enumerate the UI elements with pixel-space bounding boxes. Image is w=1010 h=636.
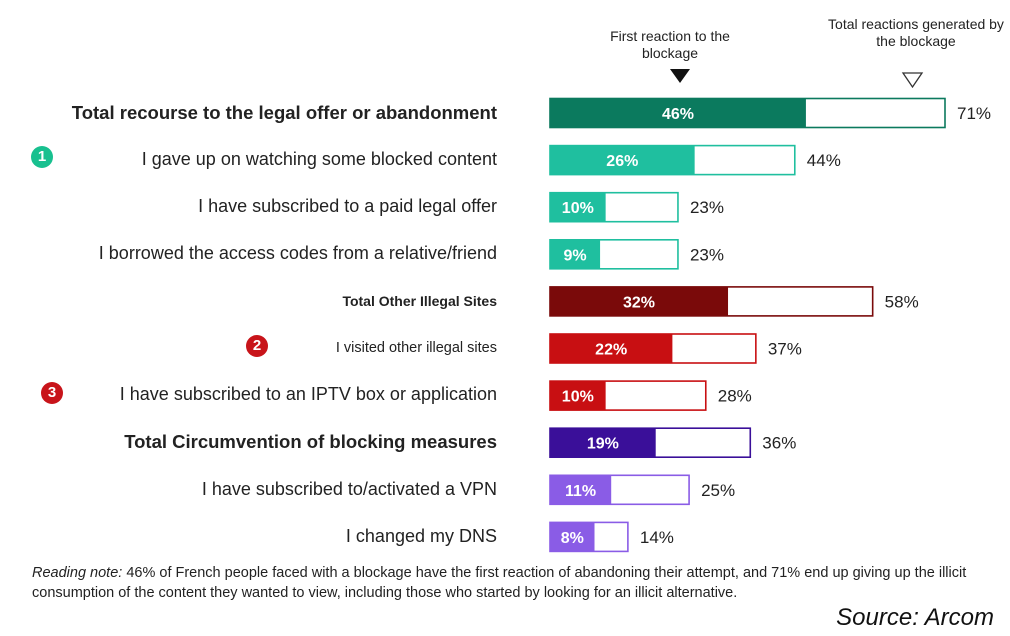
data-label-first: 9%	[563, 247, 586, 264]
chart-svg: 46% 71% 26% 44% 10% 23% 9% 23% 32% 58% 22% 37% 10% 28…	[549, 69, 991, 553]
data-label-first: 8%	[561, 530, 584, 547]
data-label-first: 11%	[565, 483, 596, 500]
bar-first-reaction	[550, 192, 606, 222]
data-label-first: 10%	[562, 389, 594, 406]
data-label-first: 32%	[623, 294, 655, 311]
category-label: Total Other Illegal Sites	[342, 292, 497, 309]
bar-first-reaction	[550, 428, 656, 458]
category-label: Total recourse to the legal offer or aba…	[71, 101, 497, 123]
data-label-total: 28%	[718, 387, 752, 406]
row-number-badge: 3	[41, 381, 63, 404]
data-label-total: 36%	[762, 434, 796, 453]
data-label-total: 58%	[885, 292, 919, 311]
bar-first-reaction	[550, 475, 612, 505]
legend-marker-total	[901, 72, 924, 89]
data-label-total: 23%	[690, 198, 724, 217]
data-label-first: 22%	[595, 342, 627, 359]
reading-note: Reading note: 46% of French people faced…	[32, 563, 997, 603]
data-label-first: 19%	[587, 436, 619, 453]
source-label: Source: Arcom	[836, 604, 994, 631]
category-label: I visited other illegal sites	[335, 339, 497, 356]
data-label-first: 46%	[662, 106, 694, 123]
data-label-total: 23%	[690, 245, 724, 264]
data-label-total: 44%	[807, 151, 841, 170]
bar-first-reaction	[550, 381, 606, 411]
bar-first-reaction	[550, 98, 806, 128]
category-label: I have subscribed to a paid legal offer	[198, 196, 497, 217]
bar-first-reaction	[550, 522, 595, 552]
category-label: I have subscribed to/activated a VPN	[201, 478, 497, 499]
bar-first-reaction	[550, 145, 695, 175]
data-label-total: 71%	[957, 104, 991, 123]
reading-note-prefix: Reading note:	[32, 565, 123, 581]
category-label: I borrowed the access codes from a relat…	[98, 243, 497, 264]
bar-first-reaction	[550, 286, 729, 316]
bar-first-reaction	[550, 239, 601, 269]
data-label-first: 10%	[562, 200, 594, 217]
legend-first-reaction: First reaction to the blockage	[610, 28, 730, 61]
legend-total-reactions: Total reactions generated by the blockag…	[828, 16, 1004, 49]
reading-note-text: 46% of French people faced with a blocka…	[32, 565, 967, 601]
legend-marker-first	[670, 69, 690, 83]
category-label: I have subscribed to an IPTV box or appl…	[119, 384, 497, 405]
data-label-total: 14%	[640, 528, 674, 547]
row-number-badge: 1	[31, 146, 53, 169]
data-label-total: 37%	[768, 340, 802, 359]
data-label-total: 25%	[701, 481, 735, 500]
data-label-first: 26%	[606, 153, 638, 170]
category-label: I changed my DNS	[345, 525, 497, 546]
category-label: I gave up on watching some blocked conte…	[141, 148, 497, 169]
category-label: Total Circumvention of blocking measures	[124, 431, 497, 453]
row-number-badge: 2	[246, 334, 268, 357]
bar-first-reaction	[550, 334, 673, 363]
